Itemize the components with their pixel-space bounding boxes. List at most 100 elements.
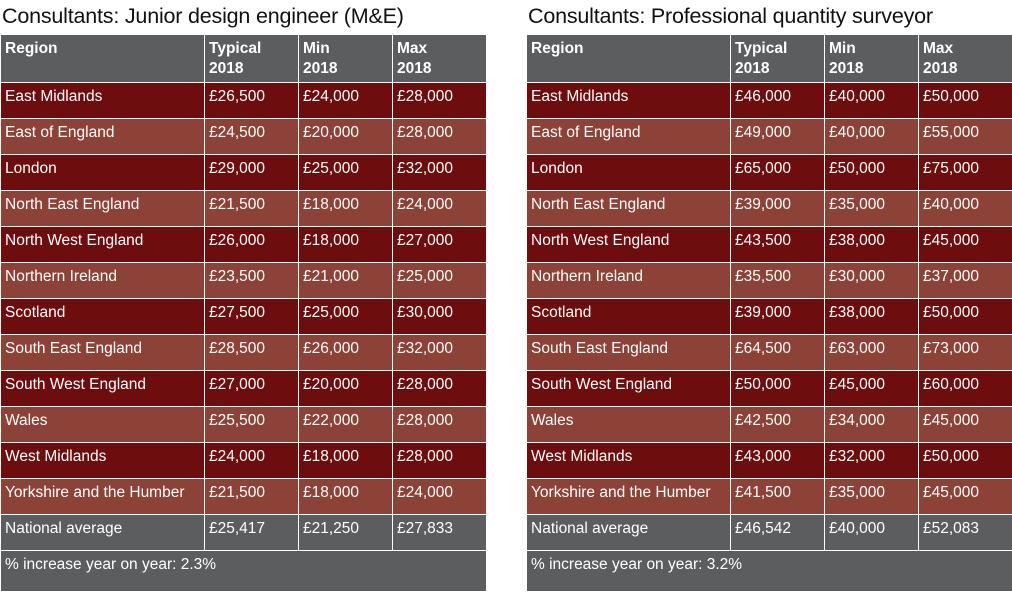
- min-cell: £20,000: [298, 370, 393, 407]
- max-cell: £27,000: [392, 226, 487, 263]
- max-cell: £45,000: [918, 406, 1012, 443]
- table-row: Scotland £27,500 £25,000 £30,000: [0, 298, 487, 335]
- typical-cell: £24,500: [204, 118, 299, 155]
- typical-cell: £25,500: [204, 406, 299, 443]
- max-cell: £32,000: [392, 334, 487, 371]
- region-cell: West Midlands: [526, 442, 731, 479]
- typical-cell: £24,000: [204, 442, 299, 479]
- min-cell: £38,000: [824, 226, 919, 263]
- max-cell: £28,000: [392, 118, 487, 155]
- min-cell: £30,000: [824, 262, 919, 299]
- min-cell: £40,000: [824, 82, 919, 119]
- header-max: Max 2018: [392, 34, 487, 83]
- max-cell: £28,000: [392, 82, 487, 119]
- max-cell: £50,000: [918, 442, 1012, 479]
- header-max: Max 2018: [918, 34, 1012, 83]
- increase-footnote: % increase year on year: 3.2%: [526, 550, 1012, 592]
- region-cell: East Midlands: [526, 82, 731, 119]
- region-cell: Northern Ireland: [526, 262, 731, 299]
- table-title: Consultants: Junior design engineer (M&E…: [2, 4, 404, 28]
- typical-cell: £64,500: [730, 334, 825, 371]
- table-row: South East England £64,500 £63,000 £73,000: [526, 334, 1012, 371]
- region-cell: North East England: [526, 190, 731, 227]
- min-cell: £40,000: [824, 514, 919, 551]
- typical-cell: £65,000: [730, 154, 825, 191]
- table-row: North East England £39,000 £35,000 £40,000: [526, 190, 1012, 227]
- table-row: South West England £27,000 £20,000 £28,000: [0, 370, 487, 407]
- region-cell: London: [526, 154, 731, 191]
- table-row: West Midlands £43,000 £32,000 £50,000: [526, 442, 1012, 479]
- header-region: Region: [0, 34, 205, 83]
- max-cell: £60,000: [918, 370, 1012, 407]
- max-cell: £40,000: [918, 190, 1012, 227]
- max-cell: £28,000: [392, 370, 487, 407]
- salary-table: Region Typical 2018 Min 2018 Max 2018 East …: [526, 34, 1012, 592]
- min-cell: £18,000: [298, 478, 393, 515]
- salary-table-panel-quantity-surveyor: Consultants: Professional quantity surve…: [526, 0, 1012, 592]
- region-cell: South East England: [526, 334, 731, 371]
- typical-cell: £43,500: [730, 226, 825, 263]
- min-cell: £35,000: [824, 478, 919, 515]
- max-cell: £50,000: [918, 82, 1012, 119]
- header-min: Min 2018: [298, 34, 393, 83]
- table-row: West Midlands £24,000 £18,000 £28,000: [0, 442, 487, 479]
- max-cell: £75,000: [918, 154, 1012, 191]
- region-cell: South West England: [0, 370, 205, 407]
- min-cell: £25,000: [298, 154, 393, 191]
- region-cell: North East England: [0, 190, 205, 227]
- typical-cell: £21,500: [204, 478, 299, 515]
- min-cell: £18,000: [298, 226, 393, 263]
- max-cell: £37,000: [918, 262, 1012, 299]
- max-cell: £32,000: [392, 154, 487, 191]
- increase-footnote: % increase year on year: 2.3%: [0, 550, 487, 592]
- region-cell: South East England: [0, 334, 205, 371]
- min-cell: £20,000: [298, 118, 393, 155]
- max-cell: £25,000: [392, 262, 487, 299]
- table-row: Yorkshire and the Humber £41,500 £35,000 £4…: [526, 478, 1012, 515]
- typical-cell: £28,500: [204, 334, 299, 371]
- region-cell: Scotland: [0, 298, 205, 335]
- table-row: Yorkshire and the Humber £21,500 £18,000 £2…: [0, 478, 487, 515]
- national-average-row: National average £25,417 £21,250 £27,833: [0, 514, 487, 551]
- table-row: South East England £28,500 £26,000 £32,000: [0, 334, 487, 371]
- min-cell: £63,000: [824, 334, 919, 371]
- max-cell: £27,833: [392, 514, 487, 551]
- region-cell: Yorkshire and the Humber: [526, 478, 731, 515]
- min-cell: £35,000: [824, 190, 919, 227]
- region-cell: East of England: [526, 118, 731, 155]
- national-average-row: National average £46,542 £40,000 £52,083: [526, 514, 1012, 551]
- table-row: East of England £49,000 £40,000 £55,000: [526, 118, 1012, 155]
- max-cell: £24,000: [392, 190, 487, 227]
- table-row: South West England £50,000 £45,000 £60,000: [526, 370, 1012, 407]
- typical-cell: £26,000: [204, 226, 299, 263]
- typical-cell: £43,000: [730, 442, 825, 479]
- header-typical: Typical 2018: [204, 34, 299, 83]
- table-row: East Midlands £26,500 £24,000 £28,000: [0, 82, 487, 119]
- min-cell: £18,000: [298, 190, 393, 227]
- table-row: East Midlands £46,000 £40,000 £50,000: [526, 82, 1012, 119]
- max-cell: £45,000: [918, 226, 1012, 263]
- min-cell: £38,000: [824, 298, 919, 335]
- typical-cell: £25,417: [204, 514, 299, 551]
- header-row: Region Typical 2018 Min 2018 Max 2018: [526, 34, 1012, 83]
- table-row: East of England £24,500 £20,000 £28,000: [0, 118, 487, 155]
- typical-cell: £29,000: [204, 154, 299, 191]
- table-row: Wales £25,500 £22,000 £28,000: [0, 406, 487, 443]
- table-title: Consultants: Professional quantity surve…: [528, 4, 933, 28]
- table-row: North West England £26,000 £18,000 £27,000: [0, 226, 487, 263]
- min-cell: £45,000: [824, 370, 919, 407]
- typical-cell: £21,500: [204, 190, 299, 227]
- region-cell: National average: [526, 514, 731, 551]
- typical-cell: £27,500: [204, 298, 299, 335]
- max-cell: £28,000: [392, 442, 487, 479]
- increase-footnote-row: % increase year on year: 2.3%: [0, 550, 487, 592]
- typical-cell: £23,500: [204, 262, 299, 299]
- region-cell: Yorkshire and the Humber: [0, 478, 205, 515]
- typical-cell: £42,500: [730, 406, 825, 443]
- region-cell: East of England: [0, 118, 205, 155]
- typical-cell: £46,000: [730, 82, 825, 119]
- header-region: Region: [526, 34, 731, 83]
- min-cell: £21,000: [298, 262, 393, 299]
- min-cell: £40,000: [824, 118, 919, 155]
- min-cell: £34,000: [824, 406, 919, 443]
